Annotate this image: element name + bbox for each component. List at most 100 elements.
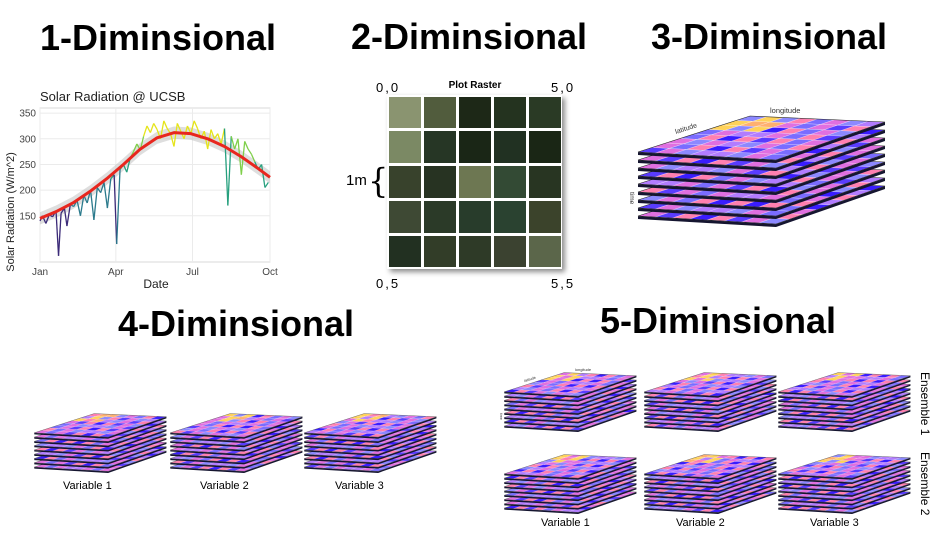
y-tick-label: 350: [19, 109, 36, 120]
raster-cell: [423, 96, 456, 129]
axis-label-latitude: latitude: [524, 376, 537, 384]
data-line-segment: [223, 128, 229, 206]
data-cube-variable-2: [170, 413, 303, 473]
data-cube-e1-v2: [644, 372, 777, 432]
data-line-segment: [66, 204, 71, 227]
variable-1-label: Variable 1: [63, 480, 112, 492]
data-line-segment: [260, 164, 266, 188]
raster-cell: [388, 166, 421, 198]
cell-size-brace: {: [368, 161, 389, 201]
y-tick-label: 250: [19, 160, 36, 171]
data-line-segment: [220, 128, 226, 145]
raster-cell: [528, 166, 561, 198]
cell-size-label: 1m: [346, 172, 367, 189]
data-line-segment: [169, 133, 175, 147]
data-line-segment: [103, 182, 109, 209]
raster-cell: [423, 131, 456, 164]
chart-title: Solar Radiation @ UCSB: [40, 89, 185, 104]
raster-cell: [528, 131, 561, 164]
data-line-segment: [250, 153, 256, 163]
data-line-segment: [176, 123, 182, 132]
data-line-segment: [247, 148, 253, 155]
raster-cell: [388, 200, 421, 233]
data-line-segment: [113, 174, 118, 245]
raster-cell: [388, 235, 421, 268]
raster-cell: [493, 200, 526, 233]
data-line-segment: [190, 120, 195, 134]
cube-layer: [644, 372, 777, 398]
data-line-segment: [213, 133, 219, 140]
data-line-segment: [233, 138, 239, 150]
axis-label-time: time: [500, 413, 503, 420]
data-line-segment: [203, 130, 209, 150]
raster-corner-bottom-left: 0,5: [376, 276, 401, 291]
data-line-segment: [230, 136, 236, 150]
variable-3-label: Variable 3: [335, 480, 384, 492]
data-line-segment: [149, 123, 155, 133]
data-line-segment: [96, 187, 102, 194]
raster-cell: [528, 235, 561, 268]
heading-3d: 3-Diminsional: [651, 16, 888, 57]
raster-cell: [423, 166, 456, 198]
heading-2d: 2-Diminsional: [351, 16, 588, 57]
variable-2-label: Variable 2: [200, 480, 249, 492]
raster-cell: [458, 200, 491, 233]
raster-cell: [388, 131, 421, 164]
raster-grid: [387, 95, 562, 269]
data-line-segment: [173, 123, 178, 147]
raster-cell: [458, 131, 491, 164]
data-line-segment: [143, 125, 148, 137]
heading-1d: 1-Diminsional: [40, 17, 277, 58]
data-line-segment: [89, 190, 95, 220]
data-line-segment: [76, 200, 82, 216]
data-line-segment: [57, 213, 62, 256]
data-line-segment: [116, 169, 121, 245]
cube-layer: [504, 372, 637, 398]
data-line-segment: [227, 136, 232, 206]
data-line-segment: [244, 141, 249, 150]
data-line-segment: [100, 182, 105, 193]
cube-layer: [637, 115, 886, 163]
data-line-segment: [132, 143, 138, 152]
cube-layer: [170, 413, 303, 439]
data-line-segment: [79, 195, 85, 216]
raster-cell: [458, 96, 491, 129]
y-tick-label: 150: [19, 211, 36, 222]
cube-layer: [504, 454, 637, 480]
raster-cell: [458, 235, 491, 268]
raster-cell: [493, 235, 526, 268]
data-line-segment: [163, 120, 168, 129]
data-line-segment: [193, 120, 199, 129]
plot-panel: [39, 107, 271, 263]
raster-cell: [423, 200, 456, 233]
cube-layer: [304, 413, 437, 439]
raster-corner-top-left: 0,0: [376, 80, 401, 95]
heading-4d: 4-Diminsional: [118, 303, 355, 344]
y-tick-label: 200: [19, 186, 36, 197]
raster-corner-bottom-right: 5,5: [551, 276, 576, 291]
cube-layer: [34, 413, 167, 439]
raster-cell: [493, 166, 526, 198]
data-cube-e2-v1: [504, 454, 637, 514]
x-tick-label: Apr: [108, 267, 124, 278]
data-line-segment: [63, 208, 68, 227]
raster-corner-top-right: 5,0: [551, 80, 576, 95]
chart-y-axis-label: Solar Radiation (W/m^2): [5, 152, 17, 271]
raster-cell: [493, 96, 526, 129]
data-line-segment: [106, 178, 112, 209]
x-tick-label: Jul: [186, 267, 199, 278]
raster-cell: [458, 166, 491, 198]
raster-title: Plot Raster: [448, 80, 502, 91]
data-line-segment: [93, 187, 98, 220]
y-tick-label: 300: [19, 134, 36, 145]
data-line-segment: [264, 182, 269, 188]
axis-label-time: time: [630, 192, 635, 205]
raster-cell: [528, 200, 561, 233]
cube-layer: [778, 372, 911, 398]
raster-cell: [528, 96, 561, 129]
data-line-segment: [210, 129, 216, 140]
chart-x-axis-label: Date: [143, 277, 169, 291]
raster-cell: [493, 131, 526, 164]
